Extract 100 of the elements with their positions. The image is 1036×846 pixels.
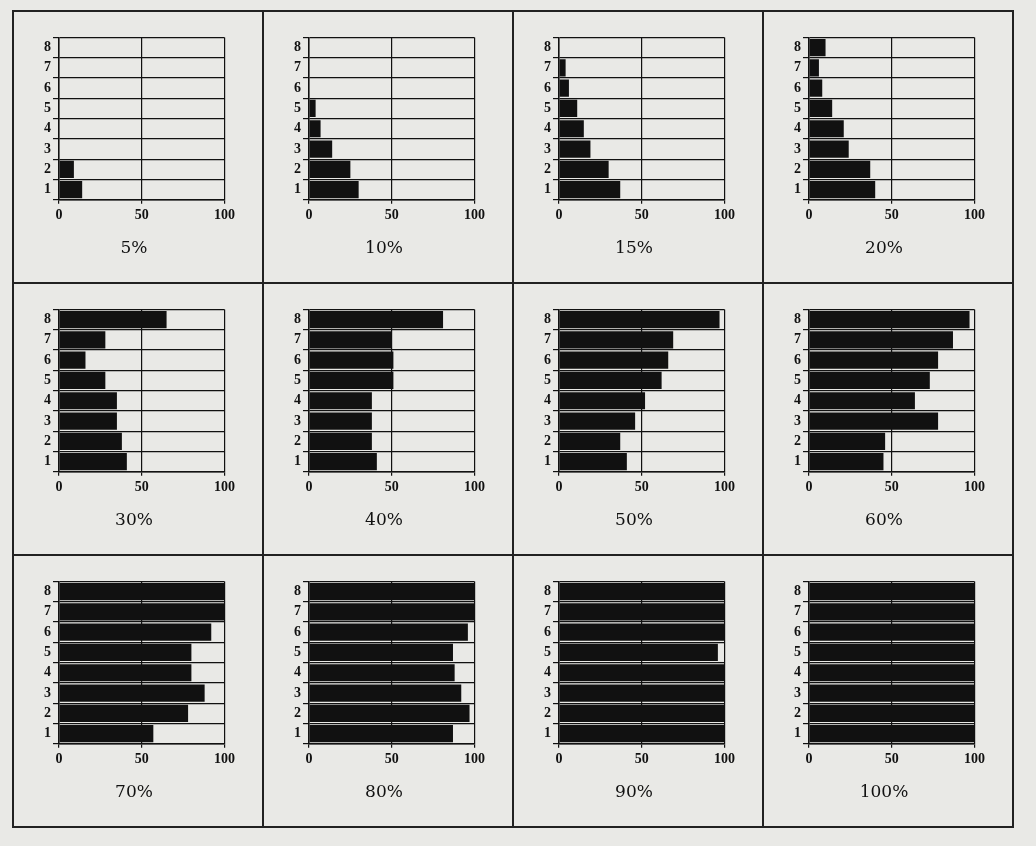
- y-tick-label: 7: [294, 59, 301, 75]
- y-tick-label: 6: [294, 79, 301, 95]
- y-tick-label: 8: [44, 583, 51, 599]
- y-tick-label: 5: [294, 100, 301, 116]
- y-tick-label: 3: [44, 140, 51, 156]
- y-tick-label: 5: [294, 644, 301, 660]
- x-tick-label: 50: [384, 478, 399, 494]
- y-tick-label: 8: [294, 39, 301, 55]
- y-tick-label: 4: [44, 664, 51, 680]
- text: 20%: [865, 237, 903, 258]
- text: 100%: [859, 781, 909, 802]
- x-tick-label: 0: [805, 750, 813, 766]
- y-tick-label: 1: [794, 725, 801, 741]
- text: 30%: [115, 509, 153, 530]
- x-tick-label: 0: [55, 750, 63, 766]
- y-tick-label: 2: [44, 704, 51, 720]
- x-tick-label: 50: [884, 478, 899, 494]
- y-tick-label: 3: [294, 140, 301, 156]
- x-tick-label: 50: [634, 478, 649, 494]
- y-tick-label: 6: [294, 351, 301, 367]
- y-tick-label: 3: [544, 140, 551, 156]
- y-tick-label: 1: [544, 181, 551, 197]
- y-tick-label: 6: [44, 351, 51, 367]
- y-tick-label: 4: [794, 120, 801, 136]
- y-tick-label: 7: [544, 603, 551, 619]
- y-tick-label: 8: [544, 583, 551, 599]
- y-tick-label: 7: [294, 331, 301, 347]
- y-tick-label: 6: [794, 623, 801, 639]
- y-tick-label: 2: [794, 160, 801, 176]
- y-tick-label: 5: [794, 100, 801, 116]
- x-tick-label: 100: [714, 478, 735, 494]
- text: 80%: [365, 781, 403, 802]
- y-tick-label: 3: [44, 684, 51, 700]
- y-tick-label: 2: [544, 704, 551, 720]
- x-tick-label: 0: [305, 478, 313, 494]
- y-tick-label: 4: [294, 392, 301, 408]
- y-tick-label: 4: [544, 664, 551, 680]
- y-tick-label: 6: [544, 79, 551, 95]
- x-tick-label: 0: [55, 206, 63, 222]
- x-tick-label: 100: [964, 478, 985, 494]
- y-tick-label: 5: [44, 644, 51, 660]
- y-tick-label: 2: [294, 160, 301, 176]
- y-tick-label: 8: [44, 39, 51, 55]
- y-tick-label: 6: [794, 79, 801, 95]
- y-tick-label: 5: [44, 372, 51, 388]
- y-tick-label: 3: [794, 140, 801, 156]
- text: 40%: [365, 509, 403, 530]
- x-tick-label: 100: [714, 206, 735, 222]
- y-tick-label: 2: [794, 704, 801, 720]
- y-tick-label: 8: [544, 311, 551, 327]
- y-tick-label: 8: [44, 311, 51, 327]
- x-tick-label: 50: [134, 750, 149, 766]
- x-tick-label: 100: [464, 750, 485, 766]
- y-tick-label: 7: [544, 59, 551, 75]
- y-tick-label: 7: [44, 59, 51, 75]
- y-tick-label: 1: [794, 181, 801, 197]
- y-tick-label: 3: [44, 412, 51, 428]
- text: 15%: [615, 237, 653, 258]
- y-tick-label: 7: [44, 603, 51, 619]
- y-tick-label: 1: [544, 725, 551, 741]
- y-tick-label: 5: [544, 372, 551, 388]
- y-tick-label: 4: [794, 664, 801, 680]
- y-tick-label: 7: [794, 331, 801, 347]
- y-tick-label: 4: [294, 120, 301, 136]
- y-tick-label: 5: [794, 372, 801, 388]
- y-tick-label: 8: [794, 311, 801, 327]
- y-tick-label: 8: [794, 39, 801, 55]
- y-tick-label: 4: [44, 392, 51, 408]
- y-tick-label: 5: [544, 100, 551, 116]
- x-tick-label: 0: [305, 206, 313, 222]
- y-tick-label: 8: [544, 39, 551, 55]
- x-tick-label: 50: [134, 206, 149, 222]
- x-tick-label: 0: [305, 750, 313, 766]
- y-tick-label: 5: [44, 100, 51, 116]
- y-tick-label: 1: [294, 181, 301, 197]
- y-tick-label: 2: [794, 432, 801, 448]
- y-tick-label: 8: [294, 583, 301, 599]
- y-tick-label: 3: [544, 684, 551, 700]
- y-tick-label: 8: [794, 583, 801, 599]
- y-tick-label: 3: [794, 412, 801, 428]
- y-tick-label: 5: [294, 372, 301, 388]
- text: 5%: [120, 237, 148, 258]
- x-tick-label: 100: [714, 750, 735, 766]
- y-tick-label: 3: [544, 412, 551, 428]
- y-tick-label: 1: [44, 725, 51, 741]
- x-tick-label: 0: [555, 750, 563, 766]
- x-tick-label: 0: [805, 478, 813, 494]
- y-tick-label: 1: [44, 453, 51, 469]
- x-tick-label: 100: [464, 478, 485, 494]
- x-tick-label: 0: [805, 206, 813, 222]
- x-tick-label: 100: [964, 750, 985, 766]
- y-tick-label: 7: [544, 331, 551, 347]
- y-tick-label: 2: [544, 160, 551, 176]
- y-tick-label: 3: [294, 412, 301, 428]
- y-tick-label: 1: [44, 181, 51, 197]
- y-tick-label: 7: [794, 59, 801, 75]
- x-tick-label: 0: [555, 206, 563, 222]
- y-tick-label: 1: [294, 725, 301, 741]
- x-tick-label: 50: [884, 750, 899, 766]
- y-tick-label: 5: [544, 644, 551, 660]
